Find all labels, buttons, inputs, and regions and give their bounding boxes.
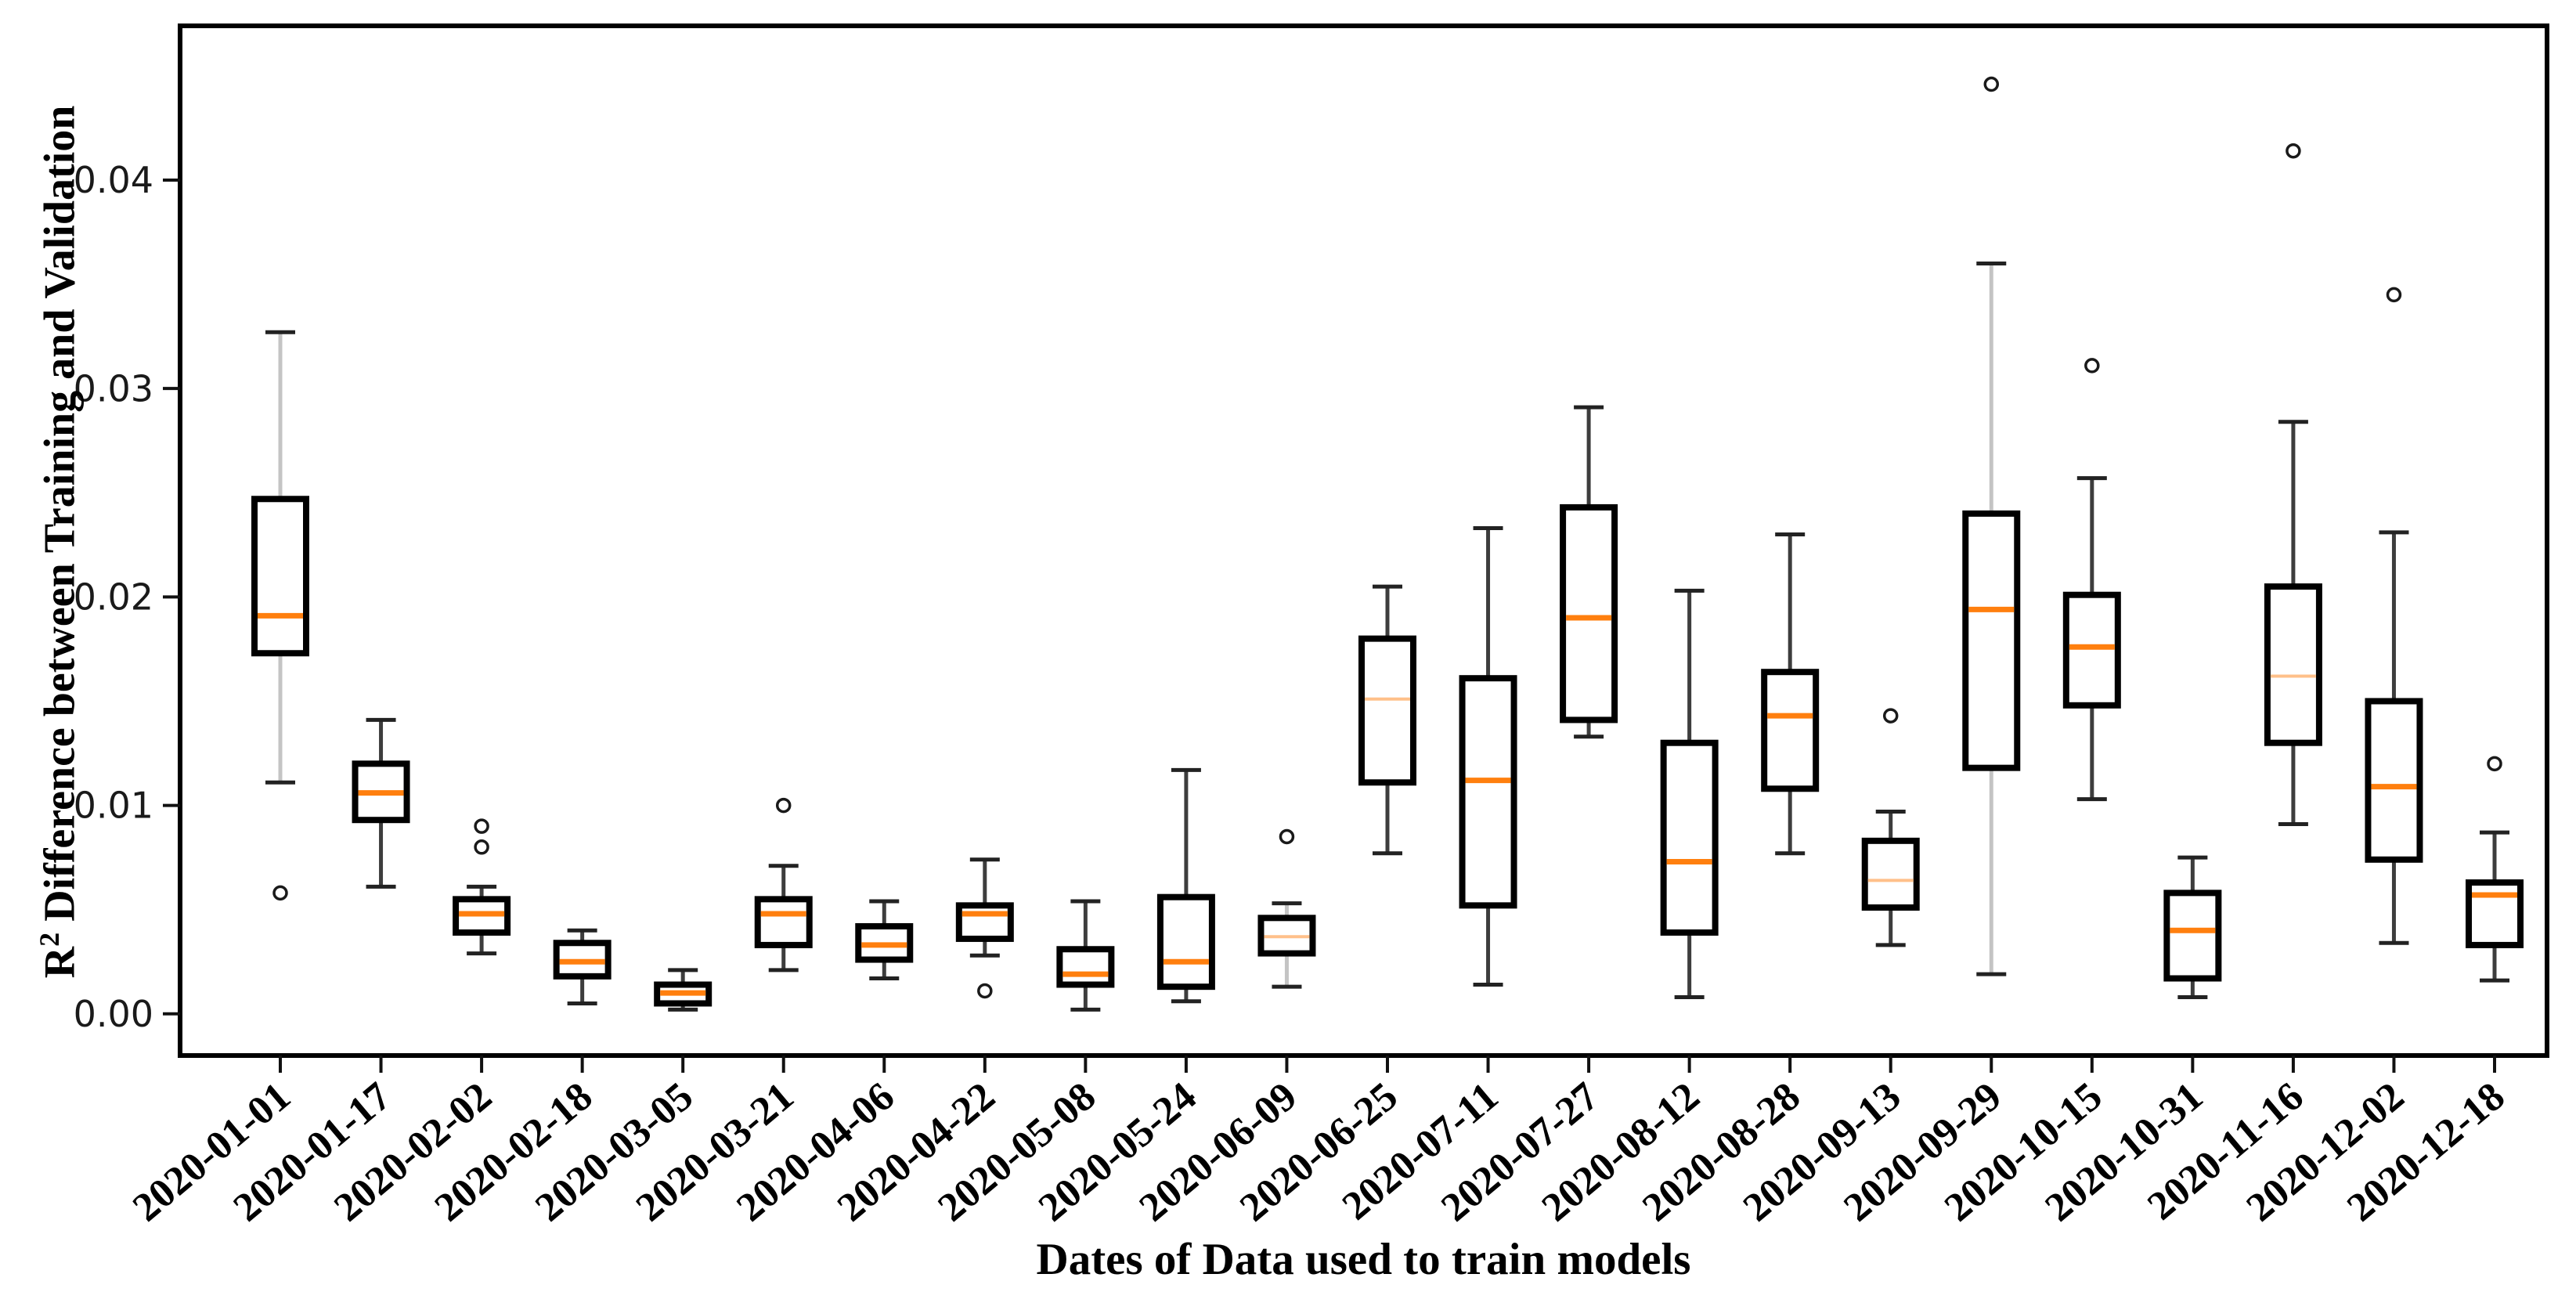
iqr-box	[2163, 890, 2222, 982]
outlier-point	[474, 818, 489, 834]
outlier-point	[775, 797, 792, 814]
box-group	[1962, 76, 2021, 976]
iqr-box	[1962, 510, 2021, 771]
box-group	[2163, 855, 2222, 999]
outlier-point	[1882, 708, 1899, 724]
box-group	[453, 818, 511, 956]
x-axis-title: Dates of Data used to train models	[1036, 1235, 1691, 1284]
y-axis-title-superscript: 2	[34, 932, 65, 947]
y-tick-label: 0.03	[74, 367, 153, 410]
box-group	[955, 857, 1014, 999]
box-group	[2062, 358, 2121, 802]
box-group	[1560, 405, 1618, 739]
iqr-box	[251, 496, 309, 657]
iqr-box	[1056, 946, 1115, 988]
outlier-point	[272, 885, 288, 901]
box-group	[855, 899, 914, 981]
y-tick-label: 0.01	[74, 785, 153, 827]
iqr-box	[955, 902, 1014, 942]
outlier-point	[474, 839, 489, 855]
plot-border	[178, 23, 2549, 1058]
iqr-box	[2466, 879, 2524, 948]
box-group	[2264, 143, 2322, 827]
box-group	[654, 968, 713, 1012]
y-axis-title-base: R	[35, 946, 85, 979]
box-group	[553, 928, 612, 1005]
iqr-box	[2062, 591, 2121, 709]
y-tick-label: 0.04	[74, 159, 153, 201]
box-group	[1761, 532, 1820, 856]
outlier-point	[1983, 76, 2000, 92]
box-group	[2365, 287, 2423, 945]
outlier-point	[2084, 358, 2100, 374]
box-group	[2466, 756, 2524, 983]
outlier-point	[2487, 756, 2502, 772]
iqr-box	[1861, 837, 1920, 911]
iqr-box	[1660, 739, 1719, 936]
box-group	[1459, 526, 1517, 987]
box-group	[754, 797, 813, 973]
y-tick-label: 0.02	[74, 576, 153, 618]
iqr-box	[1560, 503, 1618, 724]
box-group	[1056, 899, 1115, 1012]
iqr-box	[754, 896, 813, 948]
y-axis-title-rest: Difference between Training and Validati…	[35, 105, 85, 933]
iqr-box	[1761, 669, 1820, 792]
iqr-box	[1358, 635, 1416, 786]
box-group	[1358, 584, 1416, 856]
box-group	[1660, 588, 1719, 999]
outlier-point	[2386, 287, 2402, 303]
iqr-box	[1459, 675, 1517, 909]
outlier-point	[1279, 828, 1295, 845]
iqr-box	[2264, 583, 2322, 746]
box-group	[1861, 708, 1920, 947]
iqr-box	[2365, 698, 2423, 863]
y-axis-title: R2 Difference between Training and Valid…	[24, 0, 85, 1090]
outlier-point	[977, 983, 993, 999]
y-tick-label: 0.00	[74, 993, 153, 1035]
box-group	[251, 330, 309, 901]
iqr-box	[1156, 893, 1215, 991]
outlier-point	[2286, 143, 2301, 159]
box-group	[1257, 828, 1316, 989]
box-group	[352, 717, 410, 889]
box-group	[1156, 767, 1215, 1004]
